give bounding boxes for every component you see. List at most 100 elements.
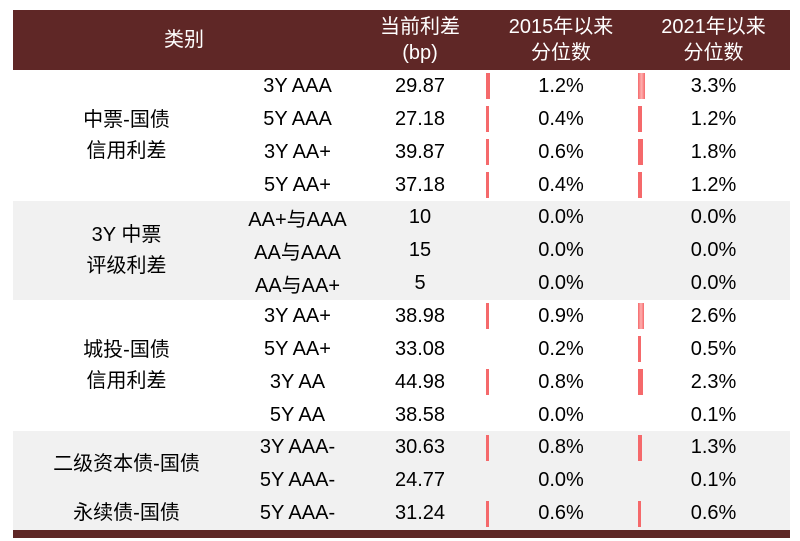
cell-current-spread: 44.98 bbox=[394, 370, 446, 393]
table-group: 二级资本债-国债 3Y AAA- 30.63 0.8% 1.3% 5Y AAA- 24.77… bbox=[13, 431, 790, 498]
table-row: AA与AA+ 5 0.0% 0.0% bbox=[240, 267, 790, 300]
cell-tenor-rating: 5Y AA+ bbox=[264, 337, 331, 360]
cell-current-spread: 38.98 bbox=[394, 304, 446, 327]
cell-tenor-rating: 5Y AAA bbox=[263, 107, 332, 130]
cell-percentile-2021: 2.3% bbox=[637, 369, 790, 396]
cell-percentile-2015: 0.8% bbox=[485, 434, 637, 461]
cell-tenor-rating: 3Y AAA bbox=[263, 74, 332, 97]
table-row: 3Y AA+ 39.87 0.6% 1.8% bbox=[240, 136, 790, 169]
table-row: 3Y AA 44.98 0.8% 2.3% bbox=[240, 366, 790, 399]
cell-current-spread: 15 bbox=[408, 239, 432, 262]
cell-tenor-rating: AA+与AAA bbox=[248, 209, 347, 232]
cell-percentile-2015: 0.6% bbox=[485, 500, 637, 527]
cell-percentile-2021-value: 1.2% bbox=[690, 173, 737, 196]
cell-percentile-2015-value: 1.2% bbox=[538, 74, 584, 97]
cell-percentile-2021-value: 0.0% bbox=[690, 239, 737, 262]
cell-percentile-2021: 1.2% bbox=[637, 172, 790, 198]
cell-percentile-2015: 0.0% bbox=[485, 239, 637, 262]
cell-percentile-2021-value: 0.0% bbox=[690, 272, 737, 295]
cell-percentile-2015-value: 0.0% bbox=[538, 239, 584, 262]
cell-current-spread: 10 bbox=[408, 206, 432, 229]
col-header-percentile-2015: 2015年以来 分位数 bbox=[485, 10, 637, 70]
cell-percentile-2015-value: 0.0% bbox=[538, 206, 584, 229]
cell-percentile-2021: 0.0% bbox=[637, 272, 790, 295]
cell-percentile-2015-value: 0.4% bbox=[538, 107, 584, 130]
cell-percentile-2015-value: 0.0% bbox=[538, 403, 584, 426]
col-header-percentile-2021-line2: 分位数 bbox=[683, 42, 744, 64]
cell-percentile-2015: 0.2% bbox=[485, 338, 637, 361]
cell-tenor-rating: 3Y AA+ bbox=[264, 304, 331, 327]
cell-percentile-2021: 1.3% bbox=[637, 434, 790, 461]
cell-percentile-2015-value: 0.2% bbox=[538, 337, 584, 360]
percentile-data-bar bbox=[638, 106, 642, 133]
cell-current-spread: 5 bbox=[414, 272, 426, 295]
col-header-percentile-2015-line1: 2015年以来 bbox=[508, 16, 614, 38]
cell-tenor-rating: 5Y AAA- bbox=[259, 469, 336, 492]
cell-percentile-2021-value: 2.3% bbox=[690, 370, 737, 393]
credit-spread-table: 类别 当前利差 (bp) 2015年以来 分位数 2021年以来 分位数 中票-… bbox=[13, 10, 790, 539]
percentile-data-bar bbox=[638, 172, 642, 198]
table-group: 3Y 中票 评级利差 AA+与AAA 10 0.0% 0.0% AA与AAA 15 0.0% 0.… bbox=[13, 201, 790, 301]
table-row: 5Y AAA- 24.77 0.0% 0.1% bbox=[240, 464, 790, 497]
table-row: AA+与AAA 10 0.0% 0.0% bbox=[240, 201, 790, 234]
cell-percentile-2021-value: 0.0% bbox=[690, 206, 737, 229]
table-body: 中票-国债信用利差 3Y AAA 29.87 1.2% 3.3% 5Y AAA 27.18 0… bbox=[13, 70, 790, 531]
group-label-line: 二级资本债-国债 bbox=[53, 452, 200, 475]
group-rows: 3Y AAA- 30.63 0.8% 1.3% 5Y AAA- 24.77 0.0% 0.1% bbox=[240, 431, 790, 497]
cell-tenor-rating: AA与AA+ bbox=[254, 275, 341, 298]
cell-percentile-2021-value: 0.5% bbox=[690, 337, 737, 360]
group-label-line: 信用利差 bbox=[86, 369, 167, 392]
table-row: 3Y AAA- 30.63 0.8% 1.3% bbox=[240, 431, 790, 464]
cell-tenor-rating: AA与AAA bbox=[254, 242, 341, 265]
group-label-line: 3Y 中票 bbox=[91, 223, 162, 246]
cell-percentile-2021: 0.0% bbox=[637, 239, 790, 262]
cell-tenor-rating: 3Y AAA- bbox=[259, 436, 336, 459]
cell-percentile-2021-value: 1.8% bbox=[690, 140, 737, 163]
percentile-data-bar bbox=[486, 500, 489, 527]
col-header-current-spread-line2: (bp) bbox=[402, 42, 438, 64]
cell-percentile-2015-value: 0.4% bbox=[538, 173, 584, 196]
table-row: 5Y AA 38.58 0.0% 0.1% bbox=[240, 399, 790, 432]
cell-percentile-2021-value: 0.6% bbox=[690, 502, 737, 525]
percentile-data-bar bbox=[638, 73, 645, 100]
table-row: 5Y AAA 27.18 0.4% 1.2% bbox=[240, 103, 790, 136]
cell-current-spread: 30.63 bbox=[394, 436, 446, 459]
cell-current-spread: 31.24 bbox=[394, 502, 446, 525]
cell-percentile-2015: 0.0% bbox=[485, 404, 637, 427]
group-label-line: 信用利差 bbox=[86, 139, 167, 162]
cell-percentile-2015-value: 0.8% bbox=[538, 370, 584, 393]
cell-tenor-rating: 5Y AA bbox=[269, 403, 326, 426]
cell-tenor-rating: 5Y AA+ bbox=[264, 173, 331, 196]
table-row: 3Y AA+ 38.98 0.9% 2.6% bbox=[240, 300, 790, 333]
percentile-data-bar bbox=[486, 106, 489, 133]
table-row: 3Y AAA 29.87 1.2% 3.3% bbox=[240, 70, 790, 103]
cell-current-spread: 37.18 bbox=[394, 173, 446, 196]
cell-percentile-2021: 0.5% bbox=[637, 336, 790, 363]
group-label-line: 城投-国债 bbox=[83, 338, 170, 361]
cell-percentile-2015: 0.0% bbox=[485, 469, 637, 492]
percentile-data-bar bbox=[486, 172, 489, 198]
cell-percentile-2021-value: 3.3% bbox=[690, 74, 737, 97]
cell-current-spread: 24.77 bbox=[394, 469, 446, 492]
cell-current-spread: 38.58 bbox=[394, 403, 446, 426]
cell-percentile-2015-value: 0.9% bbox=[538, 304, 584, 327]
cell-current-spread: 29.87 bbox=[394, 74, 446, 97]
col-header-current-spread-line1: 当前利差 bbox=[380, 16, 460, 38]
cell-tenor-rating: 5Y AAA- bbox=[259, 502, 336, 525]
group-label: 中票-国债信用利差 bbox=[13, 70, 240, 201]
cell-percentile-2015: 0.6% bbox=[485, 139, 637, 166]
col-header-percentile-2021-line1: 2021年以来 bbox=[661, 16, 766, 38]
cell-percentile-2015: 0.0% bbox=[485, 206, 637, 229]
cell-percentile-2021-value: 1.2% bbox=[690, 107, 737, 130]
table-group: 中票-国债信用利差 3Y AAA 29.87 1.2% 3.3% 5Y AAA 27.18 0… bbox=[13, 70, 790, 201]
cell-current-spread: 27.18 bbox=[394, 107, 446, 130]
percentile-data-bar bbox=[486, 73, 490, 100]
cell-percentile-2021: 3.3% bbox=[637, 73, 790, 100]
table-row: AA与AAA 15 0.0% 0.0% bbox=[240, 234, 790, 267]
group-label-line: 中票-国债 bbox=[83, 108, 170, 131]
cell-percentile-2021: 0.1% bbox=[637, 404, 790, 427]
group-rows: AA+与AAA 10 0.0% 0.0% AA与AAA 15 0.0% 0.0% AA与AA+ 5… bbox=[240, 201, 790, 300]
group-label: 永续债-国债 bbox=[13, 497, 240, 530]
percentile-data-bar bbox=[486, 434, 489, 461]
cell-percentile-2021-value: 0.1% bbox=[690, 403, 737, 426]
